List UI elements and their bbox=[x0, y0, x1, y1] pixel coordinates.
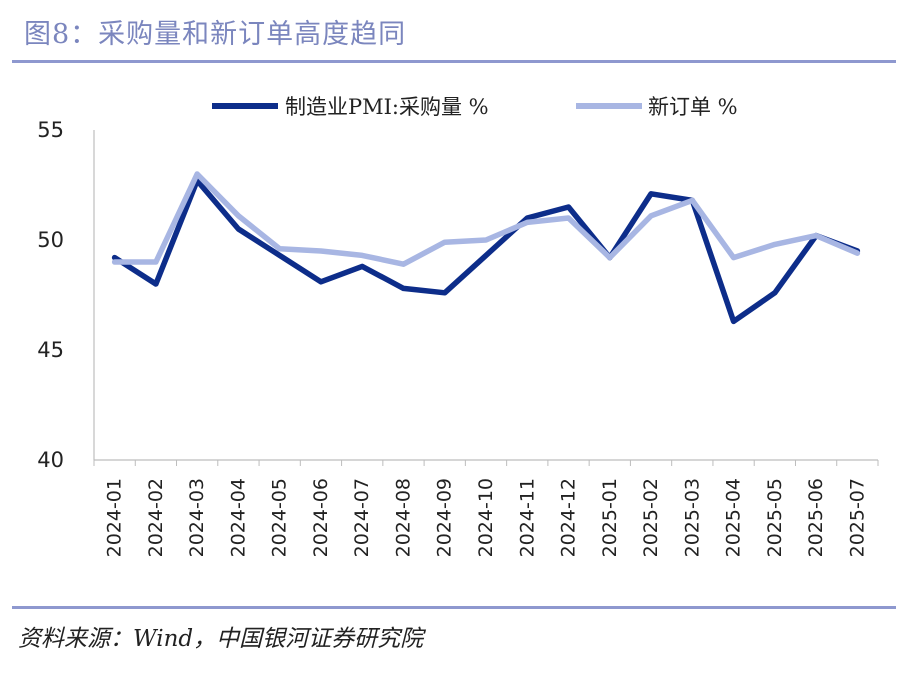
x-tick-label: 2024-10 bbox=[475, 478, 497, 557]
x-tick-label: 2024-08 bbox=[392, 478, 414, 557]
x-tick-label: 2024-11 bbox=[516, 478, 538, 557]
legend-label: 制造业PMI:采购量 % bbox=[285, 95, 489, 119]
x-tick-label: 2024-06 bbox=[310, 478, 332, 557]
series-line-new-orders bbox=[111, 171, 861, 267]
x-tick-label: 2025-03 bbox=[681, 478, 703, 557]
x-tick-label: 2025-02 bbox=[640, 478, 662, 557]
x-tick-label: 2025-01 bbox=[599, 478, 621, 557]
source-note: 资料来源：Wind，中国银河证券研究院 bbox=[18, 626, 424, 652]
y-tick-label: 45 bbox=[37, 338, 64, 362]
title-divider bbox=[12, 60, 896, 63]
x-tick-label: 2025-05 bbox=[764, 478, 786, 557]
series-line-purchase-volume bbox=[111, 177, 861, 325]
series-lines bbox=[111, 171, 861, 325]
y-tick-label: 50 bbox=[37, 228, 64, 252]
chart-title: 图8：采购量和新订单高度趋同 bbox=[24, 19, 407, 50]
x-tick-label: 2024-12 bbox=[558, 478, 580, 557]
x-tick-label: 2024-05 bbox=[269, 478, 291, 557]
legend: 制造业PMI:采购量 % 新订单 % bbox=[212, 95, 738, 119]
x-tick-label: 2024-01 bbox=[104, 478, 126, 557]
x-tick-label: 2025-06 bbox=[805, 478, 827, 557]
x-tick-label: 2024-04 bbox=[227, 478, 249, 557]
footer-divider bbox=[12, 606, 896, 609]
x-tick-label: 2025-04 bbox=[723, 478, 745, 557]
line-chart: 制造业PMI:采购量 % 新订单 % 40 45 50 55 2024-01 2024-02… bbox=[37, 95, 879, 557]
x-tick-label: 2024-03 bbox=[186, 478, 208, 557]
y-tick-label: 55 bbox=[37, 118, 64, 142]
x-tick-label: 2025-07 bbox=[846, 478, 868, 557]
axes: 40 45 50 55 2024-01 2024-02 2024-03 2024-04 2024… bbox=[37, 118, 879, 557]
x-tick-label: 2024-09 bbox=[434, 478, 456, 557]
x-tick-label: 2024-02 bbox=[145, 478, 167, 557]
y-tick-label: 40 bbox=[37, 448, 64, 472]
x-tick-label: 2024-07 bbox=[351, 478, 373, 557]
legend-label: 新订单 % bbox=[648, 95, 738, 119]
